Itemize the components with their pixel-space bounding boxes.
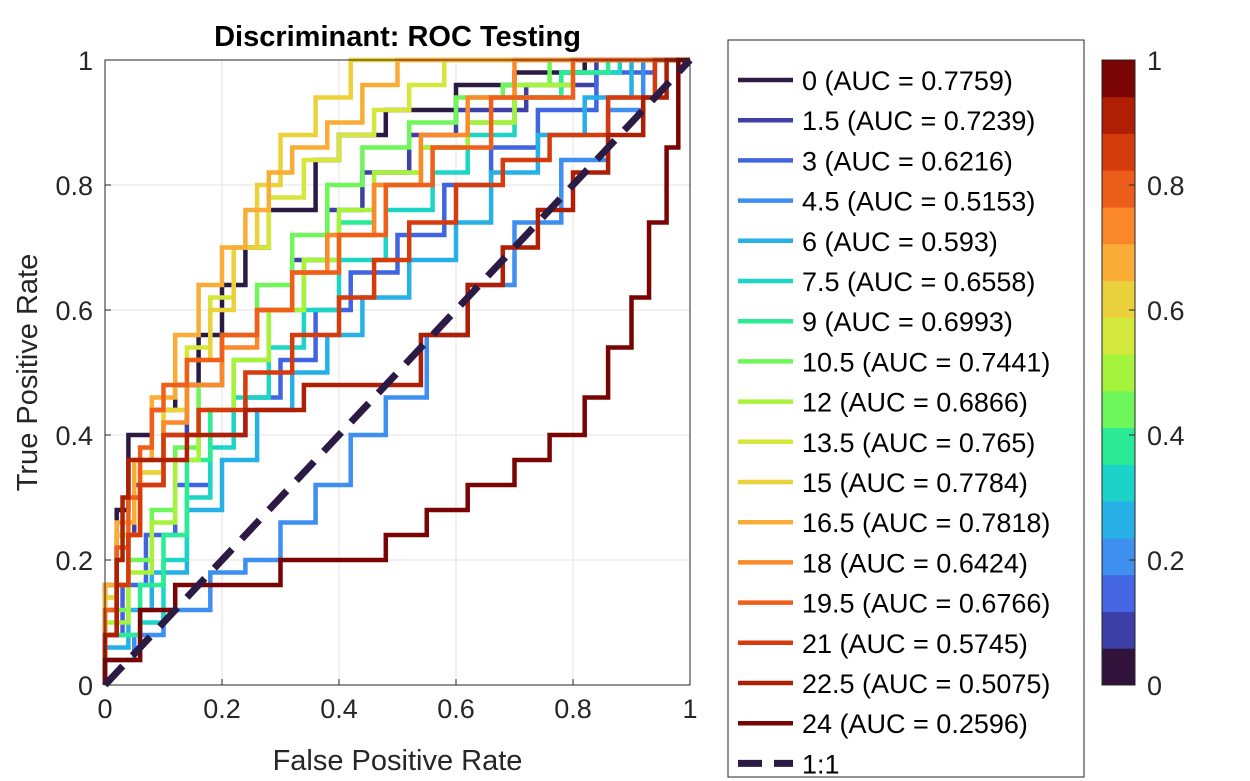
- colorbar-tick-label-4: 0.8: [1147, 171, 1185, 201]
- colorbar-border: [1101, 59, 1136, 686]
- x-tick-label-4: 0.8: [554, 694, 592, 724]
- legend-label-4: 6 (AUC = 0.593): [802, 227, 998, 257]
- series-lines: [102, 57, 693, 688]
- colorbar-segment-9: [1102, 317, 1135, 355]
- y-tick-label-2: 0.4: [55, 421, 93, 451]
- y-tick-label-3: 0.6: [55, 296, 93, 326]
- colorbar-tick-label-5: 1: [1147, 46, 1162, 76]
- colorbar-segment-10: [1102, 280, 1135, 318]
- series-line-8: [102, 57, 690, 685]
- y-axis-label: True Positive Rate: [12, 254, 44, 491]
- legend-label-16: 24 (AUC = 0.2596): [802, 709, 1028, 739]
- legend-label-9: 13.5 (AUC = 0.765): [802, 428, 1035, 458]
- legend-label-17: 1:1: [802, 749, 840, 779]
- legend-label-6: 9 (AUC = 0.6993): [802, 307, 1013, 337]
- colorbar-tick-label-3: 0.6: [1147, 296, 1185, 326]
- legend: 0 (AUC = 0.7759) 1.5 (AUC = 0.7239) 3 (AUC…: [727, 39, 1085, 779]
- legend-label-0: 0 (AUC = 0.7759): [802, 66, 1013, 96]
- x-tick-label-1: 0.2: [203, 694, 241, 724]
- legend-label-15: 22.5 (AUC = 0.5075): [802, 669, 1050, 699]
- colorbar-tick-label-0: 0: [1147, 671, 1162, 701]
- legend-label-13: 19.5 (AUC = 0.6766): [802, 589, 1050, 619]
- colorbar-segment-2: [1102, 574, 1135, 612]
- legend-label-14: 21 (AUC = 0.5745): [802, 629, 1028, 659]
- colorbar-segment-4: [1102, 501, 1135, 539]
- x-tick-label-5: 1: [682, 694, 697, 724]
- legend-label-8: 12 (AUC = 0.6866): [802, 388, 1028, 418]
- plot-area-border: [104, 59, 691, 686]
- colorbar-segment-5: [1102, 464, 1135, 502]
- chart-title: Discriminant: ROC Testing: [214, 21, 581, 53]
- colorbar-segment-6: [1102, 427, 1135, 465]
- y-tick-label-1: 0.2: [55, 546, 93, 576]
- x-tick-label-0: 0: [97, 694, 112, 724]
- x-tick-label-3: 0.6: [437, 694, 475, 724]
- colorbar-segment-12: [1102, 207, 1135, 245]
- y-tick-label-4: 0.8: [55, 171, 93, 201]
- axis-ticks: 0 0.2 0.4 0.6 0.8 1 0 0.2 0.4 0.6 0.8 1: [55, 46, 697, 724]
- colorbar-segment-7: [1102, 390, 1135, 429]
- x-tick-label-2: 0.4: [320, 694, 358, 724]
- x-axis-label: False Positive Rate: [273, 745, 523, 777]
- colorbar-tick-label-2: 0.4: [1147, 421, 1185, 451]
- legend-label-3: 4.5 (AUC = 0.5153): [802, 187, 1035, 217]
- colorbar-segment-16: [1102, 60, 1135, 98]
- legend-label-1: 1.5 (AUC = 0.7239): [802, 106, 1035, 136]
- legend-label-11: 16.5 (AUC = 0.7818): [802, 508, 1050, 538]
- series-line-17: [102, 57, 693, 688]
- y-tick-label-5: 1: [78, 46, 93, 76]
- colorbar: 0 0.2 0.4 0.6 0.8 1: [1101, 46, 1185, 701]
- colorbar-segment-14: [1102, 133, 1135, 171]
- colorbar-segment-1: [1102, 611, 1135, 649]
- colorbar-segment-13: [1102, 170, 1135, 208]
- legend-label-7: 10.5 (AUC = 0.7441): [802, 347, 1050, 377]
- colorbar-segment-11: [1102, 243, 1135, 282]
- y-tick-label-0: 0: [78, 671, 93, 701]
- series-line-16: [102, 57, 690, 685]
- colorbar-segment-3: [1102, 537, 1135, 576]
- colorbar-segment-0: [1102, 648, 1135, 686]
- colorbar-segment-15: [1102, 96, 1135, 135]
- legend-label-5: 7.5 (AUC = 0.6558): [802, 267, 1035, 297]
- series-line-11: [102, 57, 690, 685]
- colorbar-segment-8: [1102, 354, 1135, 392]
- legend-label-10: 15 (AUC = 0.7784): [802, 468, 1028, 498]
- colorbar-tick-label-1: 0.2: [1147, 546, 1185, 576]
- legend-label-12: 18 (AUC = 0.6424): [802, 548, 1028, 578]
- legend-label-2: 3 (AUC = 0.6216): [802, 146, 1013, 176]
- series-line-14: [102, 57, 690, 685]
- legend-box: [727, 39, 1085, 778]
